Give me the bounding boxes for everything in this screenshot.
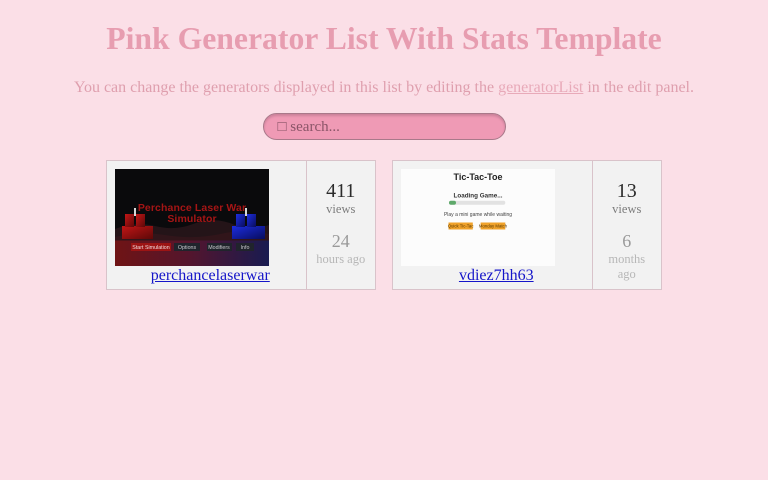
svg-text:Simulator: Simulator xyxy=(167,213,216,225)
svg-text:Start Simulation: Start Simulation xyxy=(132,245,169,251)
svg-text:Options: Options xyxy=(178,245,197,251)
svg-text:Monday Match: Monday Match xyxy=(479,224,508,229)
svg-text:Tic-Tac-Toe: Tic-Tac-Toe xyxy=(453,172,502,182)
svg-text:Modifiers: Modifiers xyxy=(208,245,230,251)
svg-text:Info: Info xyxy=(241,245,250,251)
svg-text:Quick Tic-Tac: Quick Tic-Tac xyxy=(448,224,475,229)
svg-text:Play a mini game while waiting: Play a mini game while waiting xyxy=(444,212,512,218)
svg-text:Loading Game...: Loading Game... xyxy=(454,193,503,200)
